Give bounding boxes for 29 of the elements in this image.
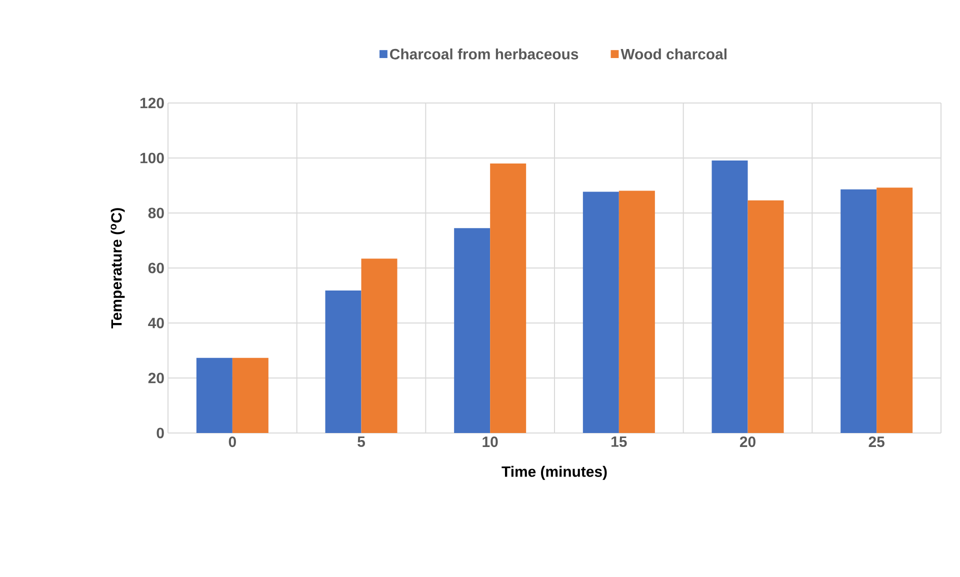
bar [876,188,913,433]
y-axis-title: Temperature ($^{o}$C) [110,208,125,328]
bar [582,192,619,433]
legend-label: Charcoal from herbaceous [390,48,578,60]
bar [196,358,232,433]
bar [618,190,655,433]
x-axis-title: Time (minutes) [502,466,607,480]
y-tick-label: 80 [148,208,164,218]
bar [454,228,490,433]
bar [712,160,748,433]
y-tick-label: 100 [140,152,164,164]
legend-label: Wood charcoal [620,48,726,60]
x-tick-label: 25 [868,436,884,448]
bar [748,200,784,433]
x-tick-label: 15 [612,436,627,447]
x-tick-label: 10 [482,436,498,448]
y-tick-label: 0 [156,428,164,438]
y-tick-label: 120 [140,98,164,108]
bar [490,163,526,433]
bar [232,358,268,433]
y-tick-label: 20 [148,372,164,384]
bar [325,290,362,433]
x-tick-label: 20 [740,436,756,448]
bar [840,189,877,433]
y-tick-label: 60 [148,262,164,274]
y-tick-label: 40 [148,318,164,328]
bar [361,258,398,433]
x-tick-label: 5 [358,436,365,447]
x-tick-label: 0 [228,436,236,448]
